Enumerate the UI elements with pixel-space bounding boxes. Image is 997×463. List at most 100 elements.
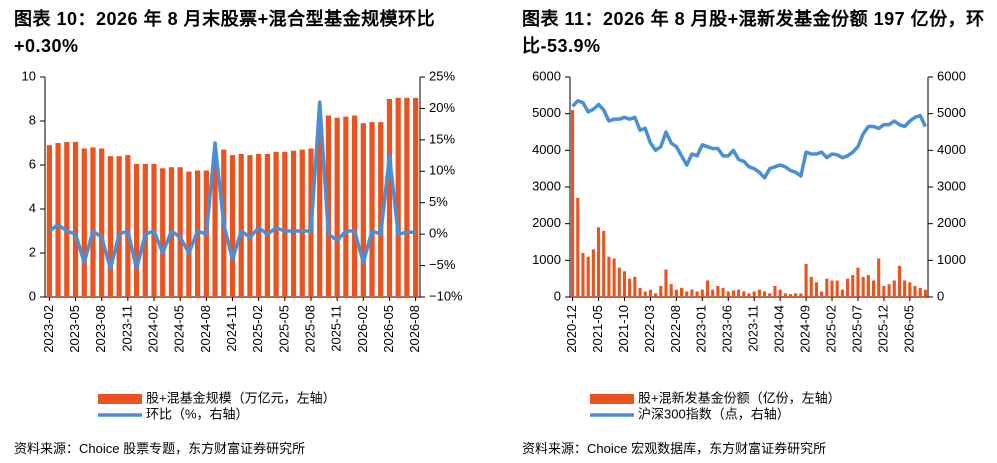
x-tick-label: 2022-08 (668, 305, 683, 353)
legend-swatch (590, 394, 634, 404)
bar (669, 284, 673, 297)
bar (576, 198, 580, 297)
bar (742, 291, 746, 297)
bar (591, 249, 595, 297)
bar (596, 227, 601, 297)
bar (877, 258, 881, 297)
bar (773, 286, 777, 297)
bar (788, 294, 793, 297)
bar (282, 151, 288, 297)
bar (264, 154, 270, 297)
bar (299, 149, 305, 297)
bar (903, 280, 907, 297)
bar (768, 293, 772, 297)
bar (923, 289, 927, 297)
bar (778, 289, 782, 297)
bar (659, 286, 663, 297)
legend-label: 股+混新发基金份额（亿份，左轴） (638, 390, 841, 405)
legend-swatch (98, 394, 142, 404)
x-tick-label: 2024-05 (172, 305, 187, 353)
y-tick-label: 2000 (532, 215, 561, 230)
x-tick-label: 2021-10 (616, 305, 631, 353)
y-tick-label: 0 (937, 288, 944, 303)
bar (116, 156, 122, 297)
bar (325, 115, 332, 297)
chart-title: 图表 10：2026 年 8 月末股票+混合型基金规模环比+0.30% (14, 9, 436, 56)
x-tick-label: 2023-02 (41, 305, 56, 353)
bar (804, 264, 808, 297)
bar (825, 278, 829, 297)
x-tick-label: 2025-12 (875, 305, 890, 353)
bar (247, 155, 253, 297)
bar (177, 167, 183, 297)
legend-label: 环比（%，右轴） (146, 406, 249, 421)
y-tick-label: 0 (554, 288, 561, 303)
bar (851, 275, 855, 297)
y-tick-label: 5% (429, 194, 448, 209)
x-tick-label: 2024-04 (772, 305, 787, 353)
bar (46, 145, 52, 297)
bar (125, 155, 131, 297)
bar (378, 122, 384, 297)
bar (369, 122, 375, 297)
y-tick-label: 6000 (937, 68, 966, 83)
y-tick-label: 15% (429, 131, 455, 146)
bar (334, 117, 340, 297)
bar (908, 282, 912, 297)
bar (809, 276, 813, 297)
bar (856, 267, 860, 297)
bar (685, 291, 689, 297)
y-tick-label: 5000 (937, 105, 966, 120)
bar (81, 148, 87, 297)
bar (633, 276, 637, 297)
bar (721, 287, 725, 297)
x-tick-label: 2025-02 (823, 305, 838, 353)
bar (90, 147, 96, 297)
bar (212, 151, 218, 297)
x-tick-label: 2025-02 (250, 305, 265, 353)
bar (186, 171, 192, 297)
y-tick-label: 3000 (937, 178, 966, 193)
bar (622, 271, 627, 297)
bar (360, 123, 366, 297)
bar (918, 287, 922, 297)
bar (229, 155, 236, 297)
y-tick-label: 6 (29, 156, 36, 171)
bar (700, 289, 704, 297)
bar (612, 258, 616, 297)
bar (648, 289, 652, 297)
x-tick-label: 2025-11 (329, 305, 344, 352)
bar (695, 291, 699, 297)
y-tick-label: 2 (29, 244, 36, 259)
y-tick-label: 2000 (937, 215, 966, 230)
x-tick-label: 2023-01 (694, 305, 709, 353)
bar (273, 151, 279, 297)
bar (413, 97, 419, 298)
bar (783, 293, 787, 297)
bar (731, 290, 735, 297)
bar (238, 154, 244, 297)
bar (142, 163, 148, 297)
bar (820, 291, 824, 297)
y-tick-label: 3000 (532, 178, 561, 193)
line (571, 99, 927, 180)
bar (133, 163, 140, 297)
x-tick-label: 2021-05 (590, 305, 605, 353)
bar (757, 289, 761, 297)
bar (794, 293, 798, 297)
x-tick-label: 2026-05 (901, 305, 916, 353)
x-tick-label: 2024-09 (798, 305, 813, 353)
y-tick-label: 1000 (937, 252, 966, 267)
bar (317, 115, 323, 297)
bar (892, 280, 896, 297)
x-tick-label: 2026-02 (355, 305, 370, 353)
x-tick-label: 2025-07 (849, 305, 864, 353)
bar (830, 280, 834, 297)
bar (607, 256, 611, 297)
y-tick-label: 6000 (532, 68, 561, 83)
y-tick-label: 4000 (937, 142, 966, 157)
y-tick-label: 5000 (532, 105, 561, 120)
bar (799, 293, 803, 297)
bar (814, 282, 819, 297)
bar (386, 99, 393, 297)
